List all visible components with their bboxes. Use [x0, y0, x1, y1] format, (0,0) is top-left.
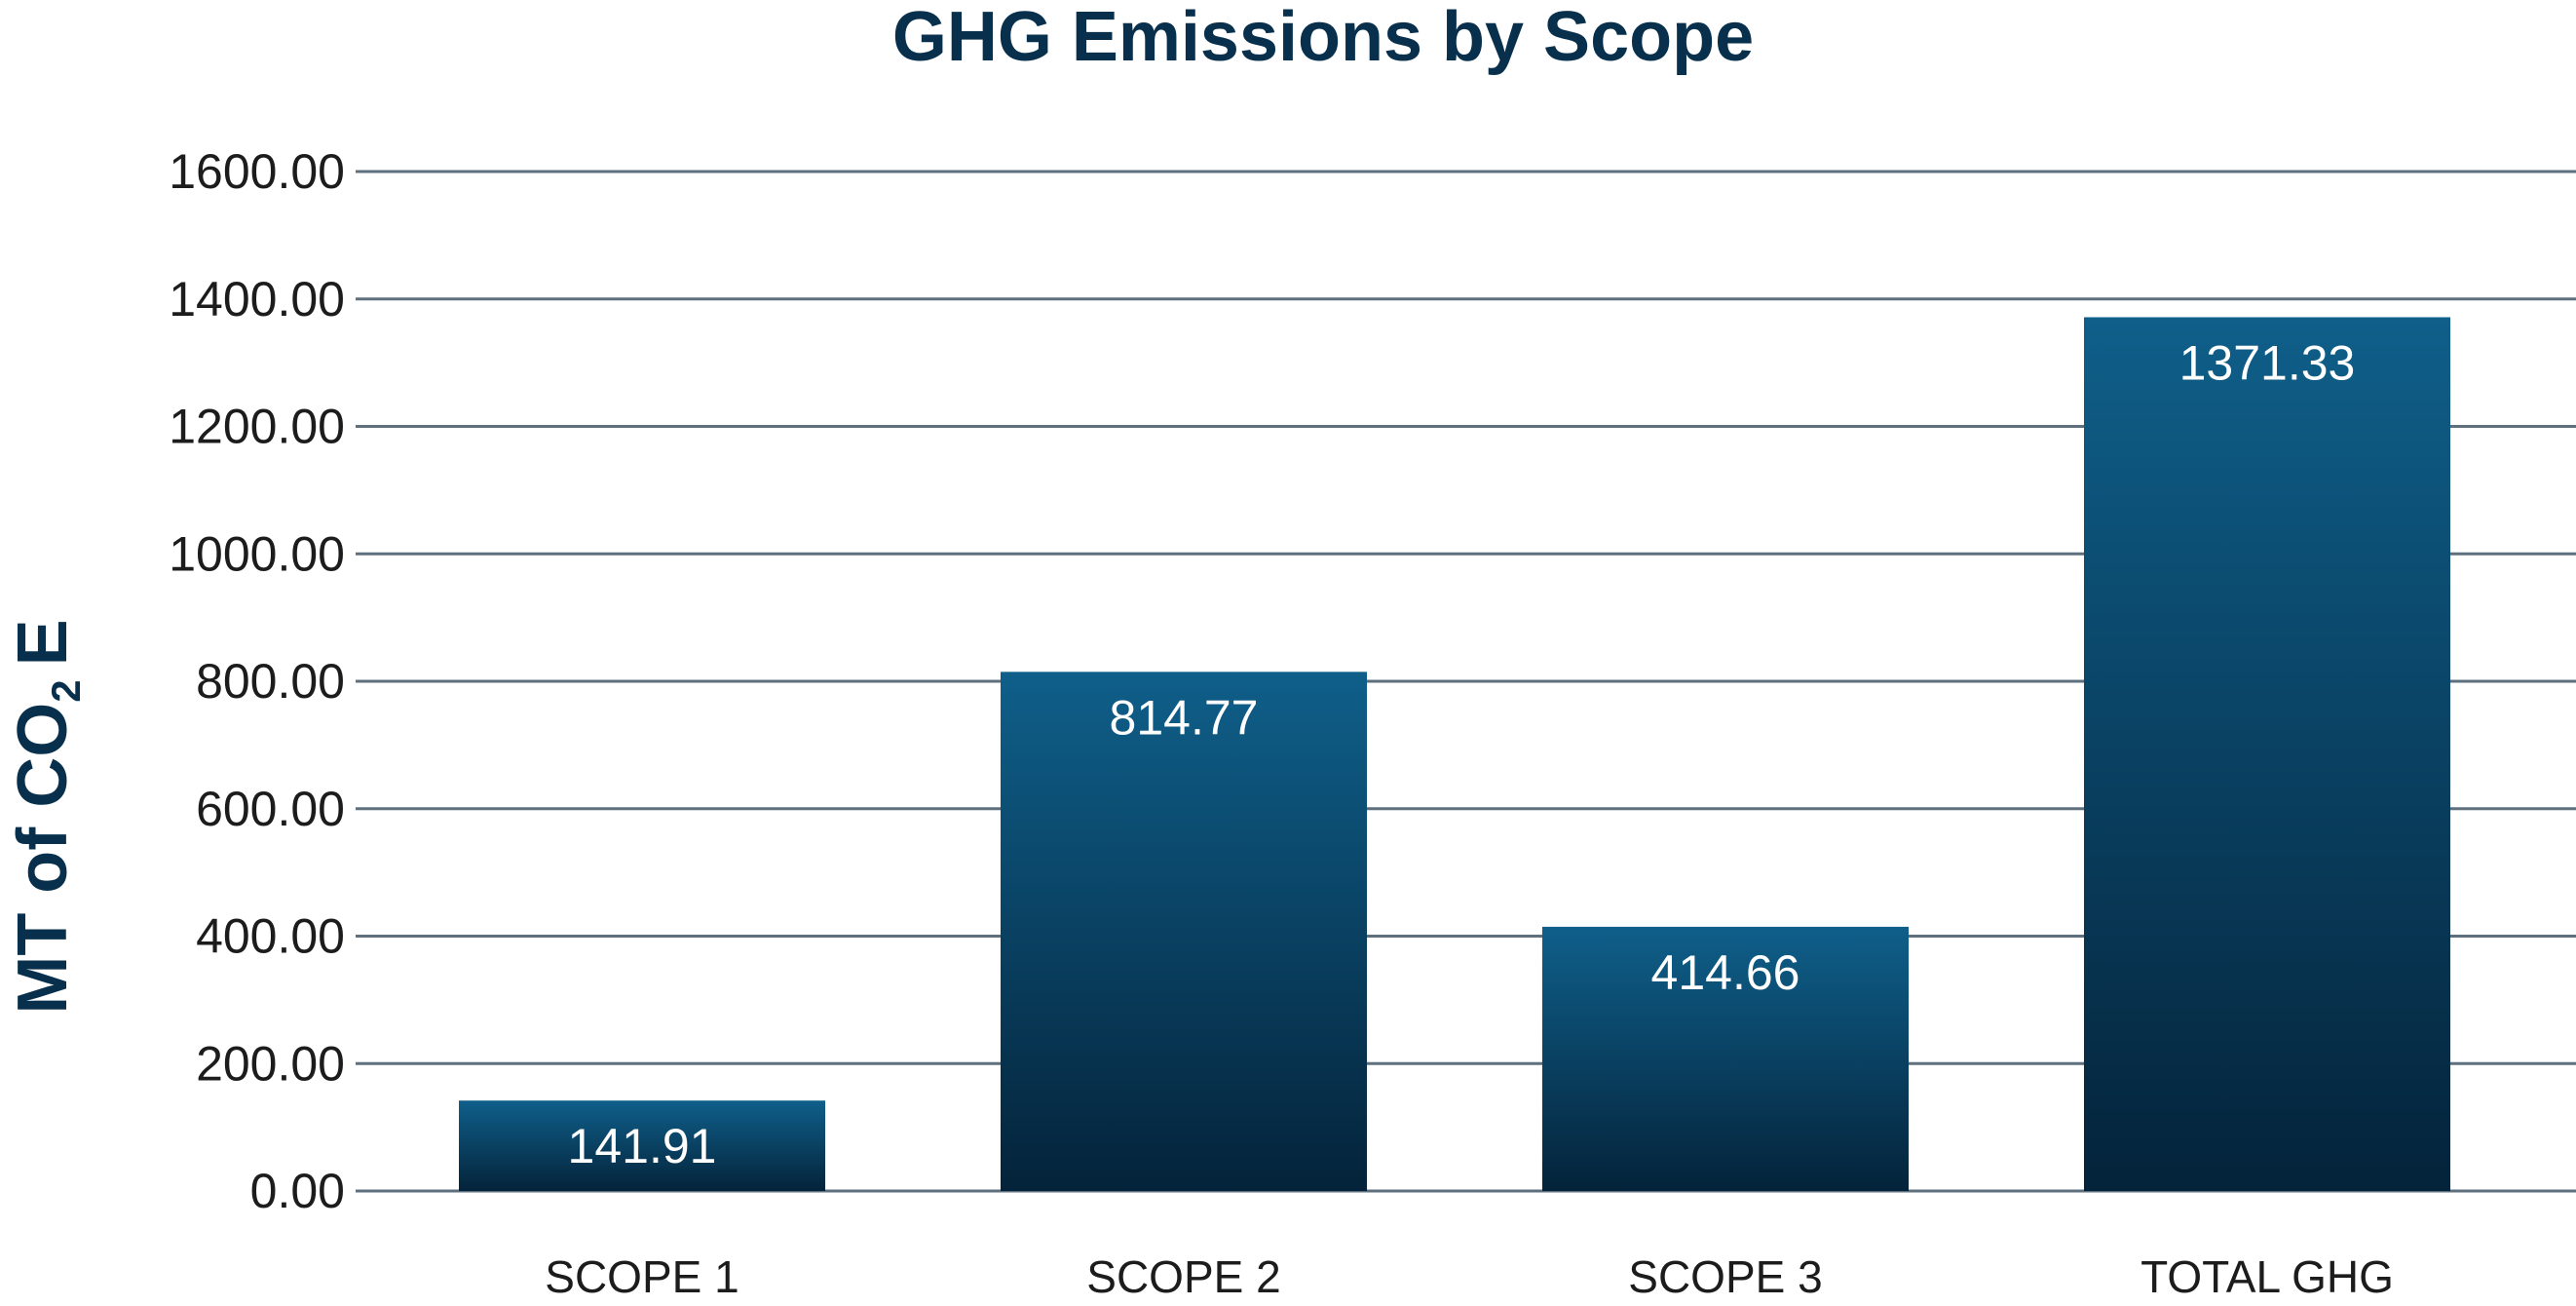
- y-axis-label-main: MT of CO: [4, 703, 82, 1015]
- y-tick-label: 0.00: [250, 1164, 345, 1218]
- bar-value-label: 141.91: [568, 1119, 717, 1173]
- x-category-label: SCOPE 2: [1086, 1251, 1280, 1302]
- bars: [459, 317, 2450, 1191]
- gridlines: [356, 170, 2576, 1193]
- y-tick-label: 600.00: [196, 782, 345, 836]
- bar: [2084, 317, 2450, 1191]
- bar: [1542, 926, 1909, 1191]
- y-tick-label: 1200.00: [169, 400, 345, 454]
- y-tick-label: 200.00: [196, 1036, 345, 1091]
- y-tick-label: 1600.00: [169, 144, 345, 199]
- y-axis-ticks: 0.00 200.00 400.00 600.00 800.00 1000.00 1200.…: [169, 144, 345, 1218]
- bar: [1001, 672, 1367, 1191]
- y-axis-label-suffix: E: [4, 619, 82, 666]
- y-tick-label: 400.00: [196, 909, 345, 964]
- x-category-label: SCOPE 1: [545, 1251, 739, 1302]
- y-tick-label: 800.00: [196, 654, 345, 709]
- bar-value-label: 1371.33: [2179, 335, 2356, 390]
- bar-value-label: 814.77: [1110, 690, 1259, 745]
- bar-value-label: 414.66: [1651, 945, 1800, 1000]
- x-category-label: SCOPE 3: [1628, 1251, 1822, 1302]
- y-tick-label: 1000.00: [169, 526, 345, 581]
- x-axis-categories: SCOPE 1 SCOPE 2 SCOPE 3 TOTAL GHG: [545, 1251, 2394, 1302]
- bar: [459, 1100, 825, 1191]
- x-category-label: TOTAL GHG: [2140, 1251, 2394, 1302]
- chart-title: GHG Emissions by Scope: [892, 0, 1754, 76]
- value-labels: 141.91 814.77 414.66 1371.33: [568, 335, 2356, 1173]
- y-tick-label: 1400.00: [169, 272, 345, 326]
- y-axis-label-subscript: 2: [43, 679, 89, 702]
- y-axis-label: MT of CO2 E: [4, 619, 89, 1014]
